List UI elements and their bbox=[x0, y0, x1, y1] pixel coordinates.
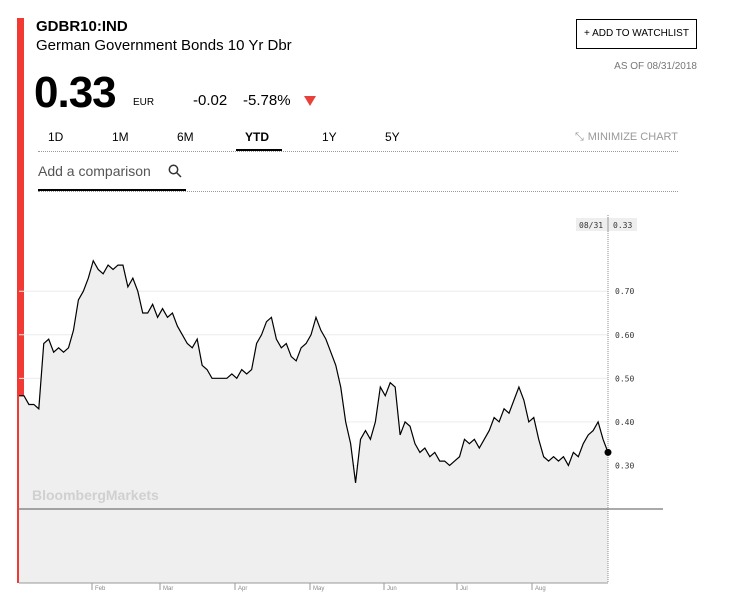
tab[interactable]: 1Y bbox=[322, 130, 337, 144]
y-tick-label: 0.40 bbox=[615, 418, 634, 427]
change: -0.02 bbox=[193, 92, 228, 109]
accent-bar bbox=[17, 18, 24, 583]
last-value: 0.33 bbox=[613, 221, 632, 230]
y-tick-label: 0.30 bbox=[615, 461, 634, 470]
x-tick-label: May bbox=[313, 586, 324, 592]
y-tick-label: 0.50 bbox=[615, 374, 634, 383]
area-fill bbox=[19, 260, 608, 583]
comparison-input[interactable]: Add a comparison bbox=[38, 163, 151, 179]
x-tick-label: Jun bbox=[387, 586, 397, 592]
tab[interactable]: 1M bbox=[112, 130, 129, 144]
x-tick-label: Mar bbox=[163, 586, 173, 592]
x-tick-label: Aug bbox=[535, 586, 546, 592]
x-tick-label: Feb bbox=[95, 586, 106, 592]
divider bbox=[38, 191, 678, 192]
price: 0.33 bbox=[34, 68, 117, 117]
x-tick-label: Jul bbox=[460, 586, 468, 592]
watchlist-button[interactable]: + ADD TO WATCHLIST bbox=[576, 19, 697, 49]
tab[interactable]: 6M bbox=[177, 130, 194, 144]
input-underline bbox=[38, 189, 186, 191]
last-date: 08/31 bbox=[579, 221, 603, 230]
y-tick-label: 0.70 bbox=[615, 287, 634, 296]
minimize-icon[interactable]: ⤡ bbox=[575, 131, 584, 143]
watermark: BloombergMarkets bbox=[32, 487, 159, 503]
last-point bbox=[604, 448, 612, 456]
search-icon[interactable] bbox=[168, 164, 182, 178]
minimize-chart[interactable]: MINIMIZE CHART bbox=[587, 131, 678, 143]
last-label-box bbox=[576, 218, 637, 231]
divider bbox=[38, 151, 678, 152]
ticker: GDBR10:IND bbox=[36, 18, 128, 35]
as-of: AS OF 08/31/2018 bbox=[614, 61, 697, 72]
tab[interactable]: 5Y bbox=[385, 130, 400, 144]
x-tick-label: Apr bbox=[238, 586, 247, 592]
change-percent: -5.78% bbox=[243, 92, 291, 109]
tab[interactable]: 1D bbox=[48, 130, 64, 144]
active-tab-underline bbox=[236, 149, 282, 151]
down-arrow bbox=[304, 96, 316, 106]
y-tick-label: 0.60 bbox=[615, 331, 634, 340]
price-line bbox=[19, 259, 609, 483]
tab[interactable]: YTD bbox=[245, 130, 269, 144]
security-name: German Government Bonds 10 Yr Dbr bbox=[36, 37, 292, 54]
currency: EUR bbox=[133, 97, 155, 108]
